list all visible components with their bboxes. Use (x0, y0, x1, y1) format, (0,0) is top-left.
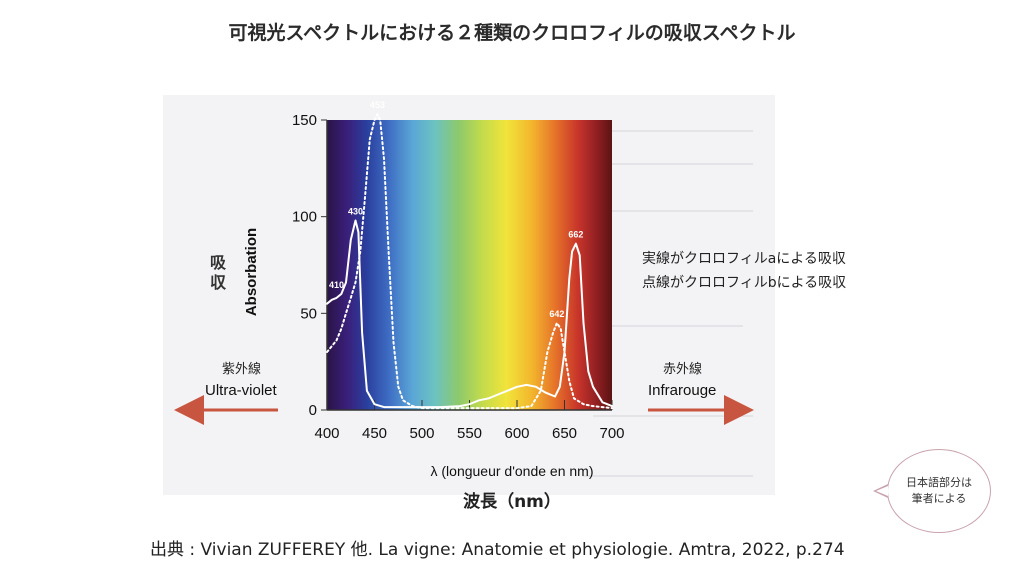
note-chlorophyll-a: 実線がクロロフィルaによる吸収 (642, 251, 846, 267)
y-axis-label-jp: 吸収 (210, 253, 227, 292)
page-title: 可視光スペクトルにおける２種類のクロロフィルの吸収スペクトル (228, 22, 796, 44)
chart-axes: 400 450 500 550 600 650 700 0 50 100 150 (292, 112, 625, 442)
x-axis-label-jp: 波長（nm） (463, 492, 561, 512)
peak-label: 410 (329, 280, 344, 290)
infrared-label-jp: 赤外線 (663, 362, 703, 377)
x-tick-label: 550 (457, 425, 482, 442)
x-axis-label: λ (longueur d'onde en nm) (430, 463, 594, 479)
chlorophyll-b-line (326, 113, 613, 410)
x-tick-label: 650 (552, 425, 577, 442)
peak-label: 453 (370, 100, 385, 110)
y-axis-label: Absorbation (243, 228, 260, 316)
faint-background-text (583, 163, 753, 165)
source-citation: 出典 : Vivian ZUFFEREY 他. La vigne: Anatom… (150, 540, 845, 560)
note-chlorophyll-b: 点線がクロロフィルbによる吸収 (642, 275, 847, 291)
y-tick-label: 0 (309, 402, 317, 419)
chlorophyll-a-line (326, 219, 613, 409)
x-tick-label: 500 (409, 425, 434, 442)
infrared-label: Infrarouge (648, 382, 717, 399)
peak-label: 662 (568, 230, 583, 240)
x-tick-label: 450 (362, 425, 387, 442)
speech-bubble-tail-inner (876, 486, 888, 496)
ultraviolet-label: Ultra-violet (205, 382, 277, 399)
speech-bubble: 日本語部分は 筆者による (887, 449, 991, 533)
x-tick-label: 400 (314, 425, 339, 442)
faint-background-text (583, 475, 753, 477)
chart-annotations: 410 430 453 642 662 (329, 100, 583, 319)
peak-label: 642 (549, 309, 564, 319)
ultraviolet-label-jp: 紫外線 (222, 362, 262, 377)
y-tick-label: 50 (300, 305, 317, 322)
x-tick-label: 600 (504, 425, 529, 442)
x-tick-label: 700 (599, 425, 624, 442)
bubble-line-2: 筆者による (911, 492, 967, 505)
visible-spectrum-band (327, 120, 612, 410)
y-tick-label: 150 (292, 112, 317, 129)
faint-background-text (593, 415, 753, 417)
bubble-line-1: 日本語部分は (906, 476, 972, 489)
y-tick-label: 100 (292, 209, 317, 226)
chart-series-layer (326, 113, 613, 410)
faint-background-text (603, 325, 743, 327)
peak-label: 430 (348, 207, 363, 217)
faint-background-text (603, 130, 753, 132)
faint-background-text (593, 210, 753, 212)
